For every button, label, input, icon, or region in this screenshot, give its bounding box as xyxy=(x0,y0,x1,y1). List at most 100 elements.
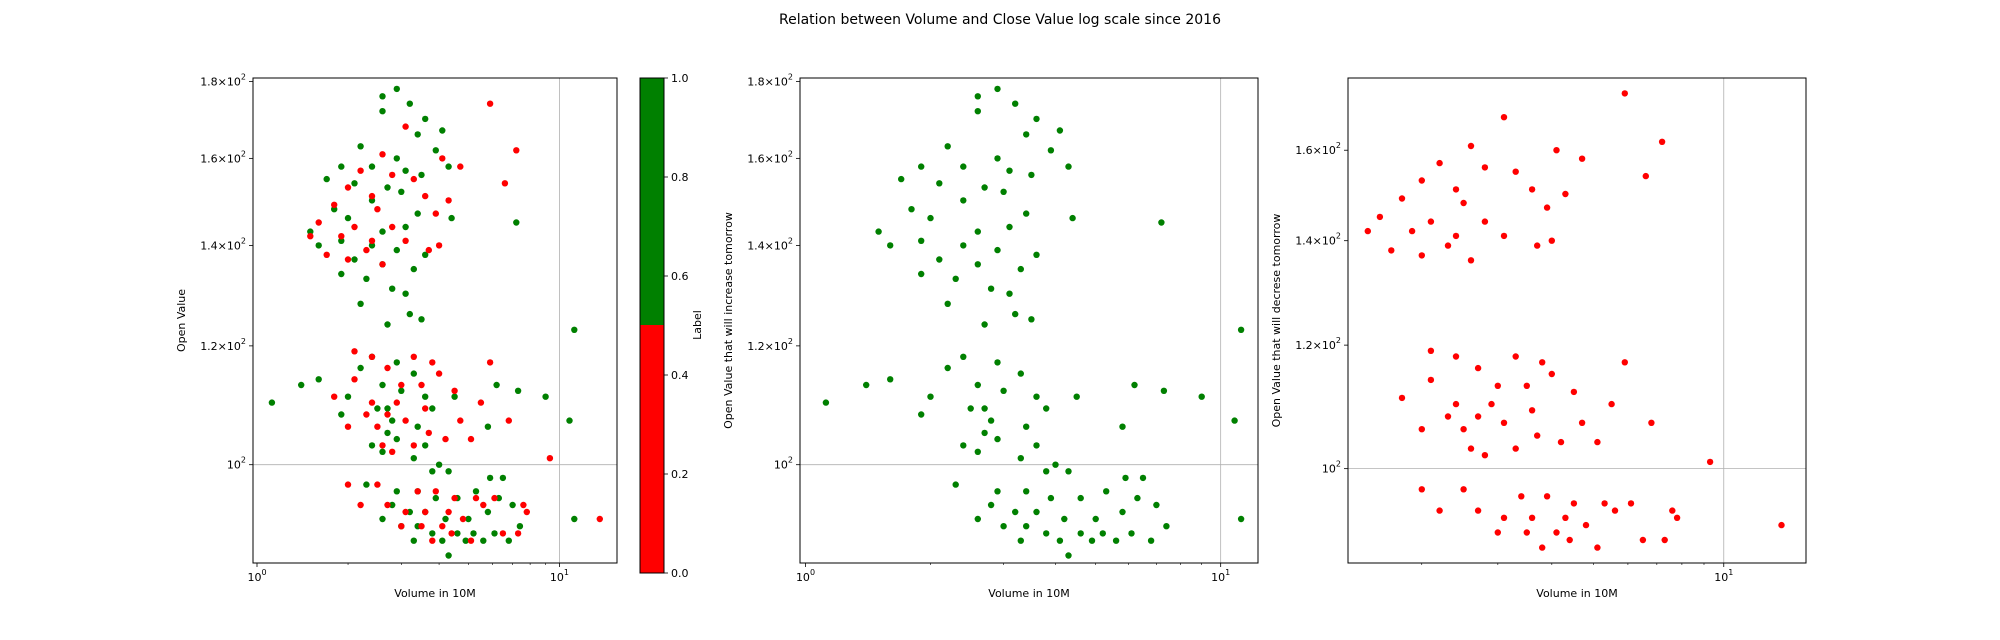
data-point xyxy=(1022,488,1030,495)
data-point xyxy=(379,381,386,389)
figure-title: Relation between Volume and Close Value … xyxy=(779,12,1221,28)
data-point xyxy=(1512,445,1519,452)
data-point xyxy=(389,285,396,292)
y-tick-label: 1.2×102 xyxy=(200,337,246,353)
data-point xyxy=(1043,405,1050,412)
data-point xyxy=(470,530,477,537)
data-point xyxy=(1198,393,1205,400)
data-point xyxy=(338,233,345,240)
data-point xyxy=(1669,507,1676,514)
data-point xyxy=(368,399,376,406)
data-point xyxy=(918,163,925,170)
data-point xyxy=(1594,544,1601,551)
data-point xyxy=(439,523,446,530)
data-point xyxy=(422,115,429,123)
data-point xyxy=(1528,514,1536,521)
data-point xyxy=(410,353,417,360)
data-point xyxy=(393,246,400,254)
colorbar-red-segment xyxy=(640,325,664,573)
data-point xyxy=(1594,438,1601,446)
colorbar: 0.0 0.2 0.4 0.6 0.8 1.0 Label xyxy=(639,72,704,580)
data-point xyxy=(1778,521,1785,529)
data-point xyxy=(435,242,443,249)
data-point xyxy=(501,180,509,187)
data-point xyxy=(1467,445,1475,452)
data-point xyxy=(315,219,322,226)
data-point xyxy=(418,381,425,389)
data-point xyxy=(1033,508,1040,516)
data-point xyxy=(480,501,487,509)
data-point xyxy=(432,210,439,217)
data-point xyxy=(1012,100,1019,107)
data-point xyxy=(1639,536,1647,544)
data-point xyxy=(418,316,425,323)
data-point xyxy=(1017,455,1024,462)
data-point xyxy=(981,405,988,412)
data-point xyxy=(1642,172,1650,180)
data-point xyxy=(384,321,391,328)
data-point xyxy=(432,147,439,154)
data-point xyxy=(457,417,464,424)
data-point xyxy=(472,494,480,502)
data-point xyxy=(451,393,458,400)
data-point xyxy=(1658,138,1666,145)
data-point xyxy=(1512,353,1519,360)
data-point xyxy=(1043,468,1050,475)
data-point xyxy=(1460,486,1467,493)
data-point xyxy=(1436,507,1443,514)
data-point xyxy=(1467,142,1475,150)
colorbar-green-segment xyxy=(640,78,664,325)
data-point xyxy=(429,530,436,537)
data-point xyxy=(1047,494,1055,502)
data-point xyxy=(1488,400,1495,408)
data-point xyxy=(389,501,396,509)
data-point xyxy=(491,494,498,502)
data-point xyxy=(514,530,522,537)
data-point xyxy=(484,508,492,516)
data-point xyxy=(1065,468,1072,475)
data-point xyxy=(384,184,391,191)
data-point xyxy=(445,508,452,516)
data-point xyxy=(1673,514,1681,521)
y-tick-label: 1.8×102 xyxy=(200,73,246,89)
data-point xyxy=(918,411,925,418)
data-point xyxy=(422,508,429,516)
data-point xyxy=(393,359,400,366)
data-point xyxy=(1088,537,1096,544)
data-point xyxy=(402,508,409,516)
data-point xyxy=(422,251,429,258)
data-point xyxy=(1481,452,1489,459)
scatter-panel-decrease: 101 102 1.2×102 1.4×102 1.6×102 Volume in 10M… xyxy=(1270,77,1807,600)
data-point xyxy=(1528,186,1536,193)
data-point xyxy=(389,171,396,179)
axes-frame xyxy=(799,77,1259,564)
data-point xyxy=(1158,219,1165,226)
data-point xyxy=(298,381,305,389)
data-point xyxy=(357,167,364,174)
data-point xyxy=(542,393,549,400)
data-point xyxy=(338,237,345,244)
data-point xyxy=(493,381,500,389)
data-point xyxy=(1163,523,1170,530)
data-point xyxy=(1147,537,1155,544)
data-point xyxy=(1706,458,1714,466)
data-point xyxy=(368,192,376,200)
y-tick-label: 1.6×102 xyxy=(1295,141,1341,157)
data-point xyxy=(1601,500,1608,507)
data-point xyxy=(402,167,409,174)
data-point xyxy=(402,417,409,424)
data-point xyxy=(398,188,405,195)
data-point xyxy=(374,206,381,213)
data-point xyxy=(406,310,413,318)
data-point xyxy=(863,381,870,389)
data-point xyxy=(351,348,358,355)
data-point xyxy=(344,256,352,263)
data-point xyxy=(1134,494,1141,502)
data-point xyxy=(480,537,487,544)
data-point xyxy=(1012,508,1019,516)
data-point xyxy=(936,180,943,187)
data-point xyxy=(1543,204,1551,211)
data-point xyxy=(418,171,425,179)
data-point xyxy=(1621,359,1629,366)
data-point xyxy=(918,237,925,244)
